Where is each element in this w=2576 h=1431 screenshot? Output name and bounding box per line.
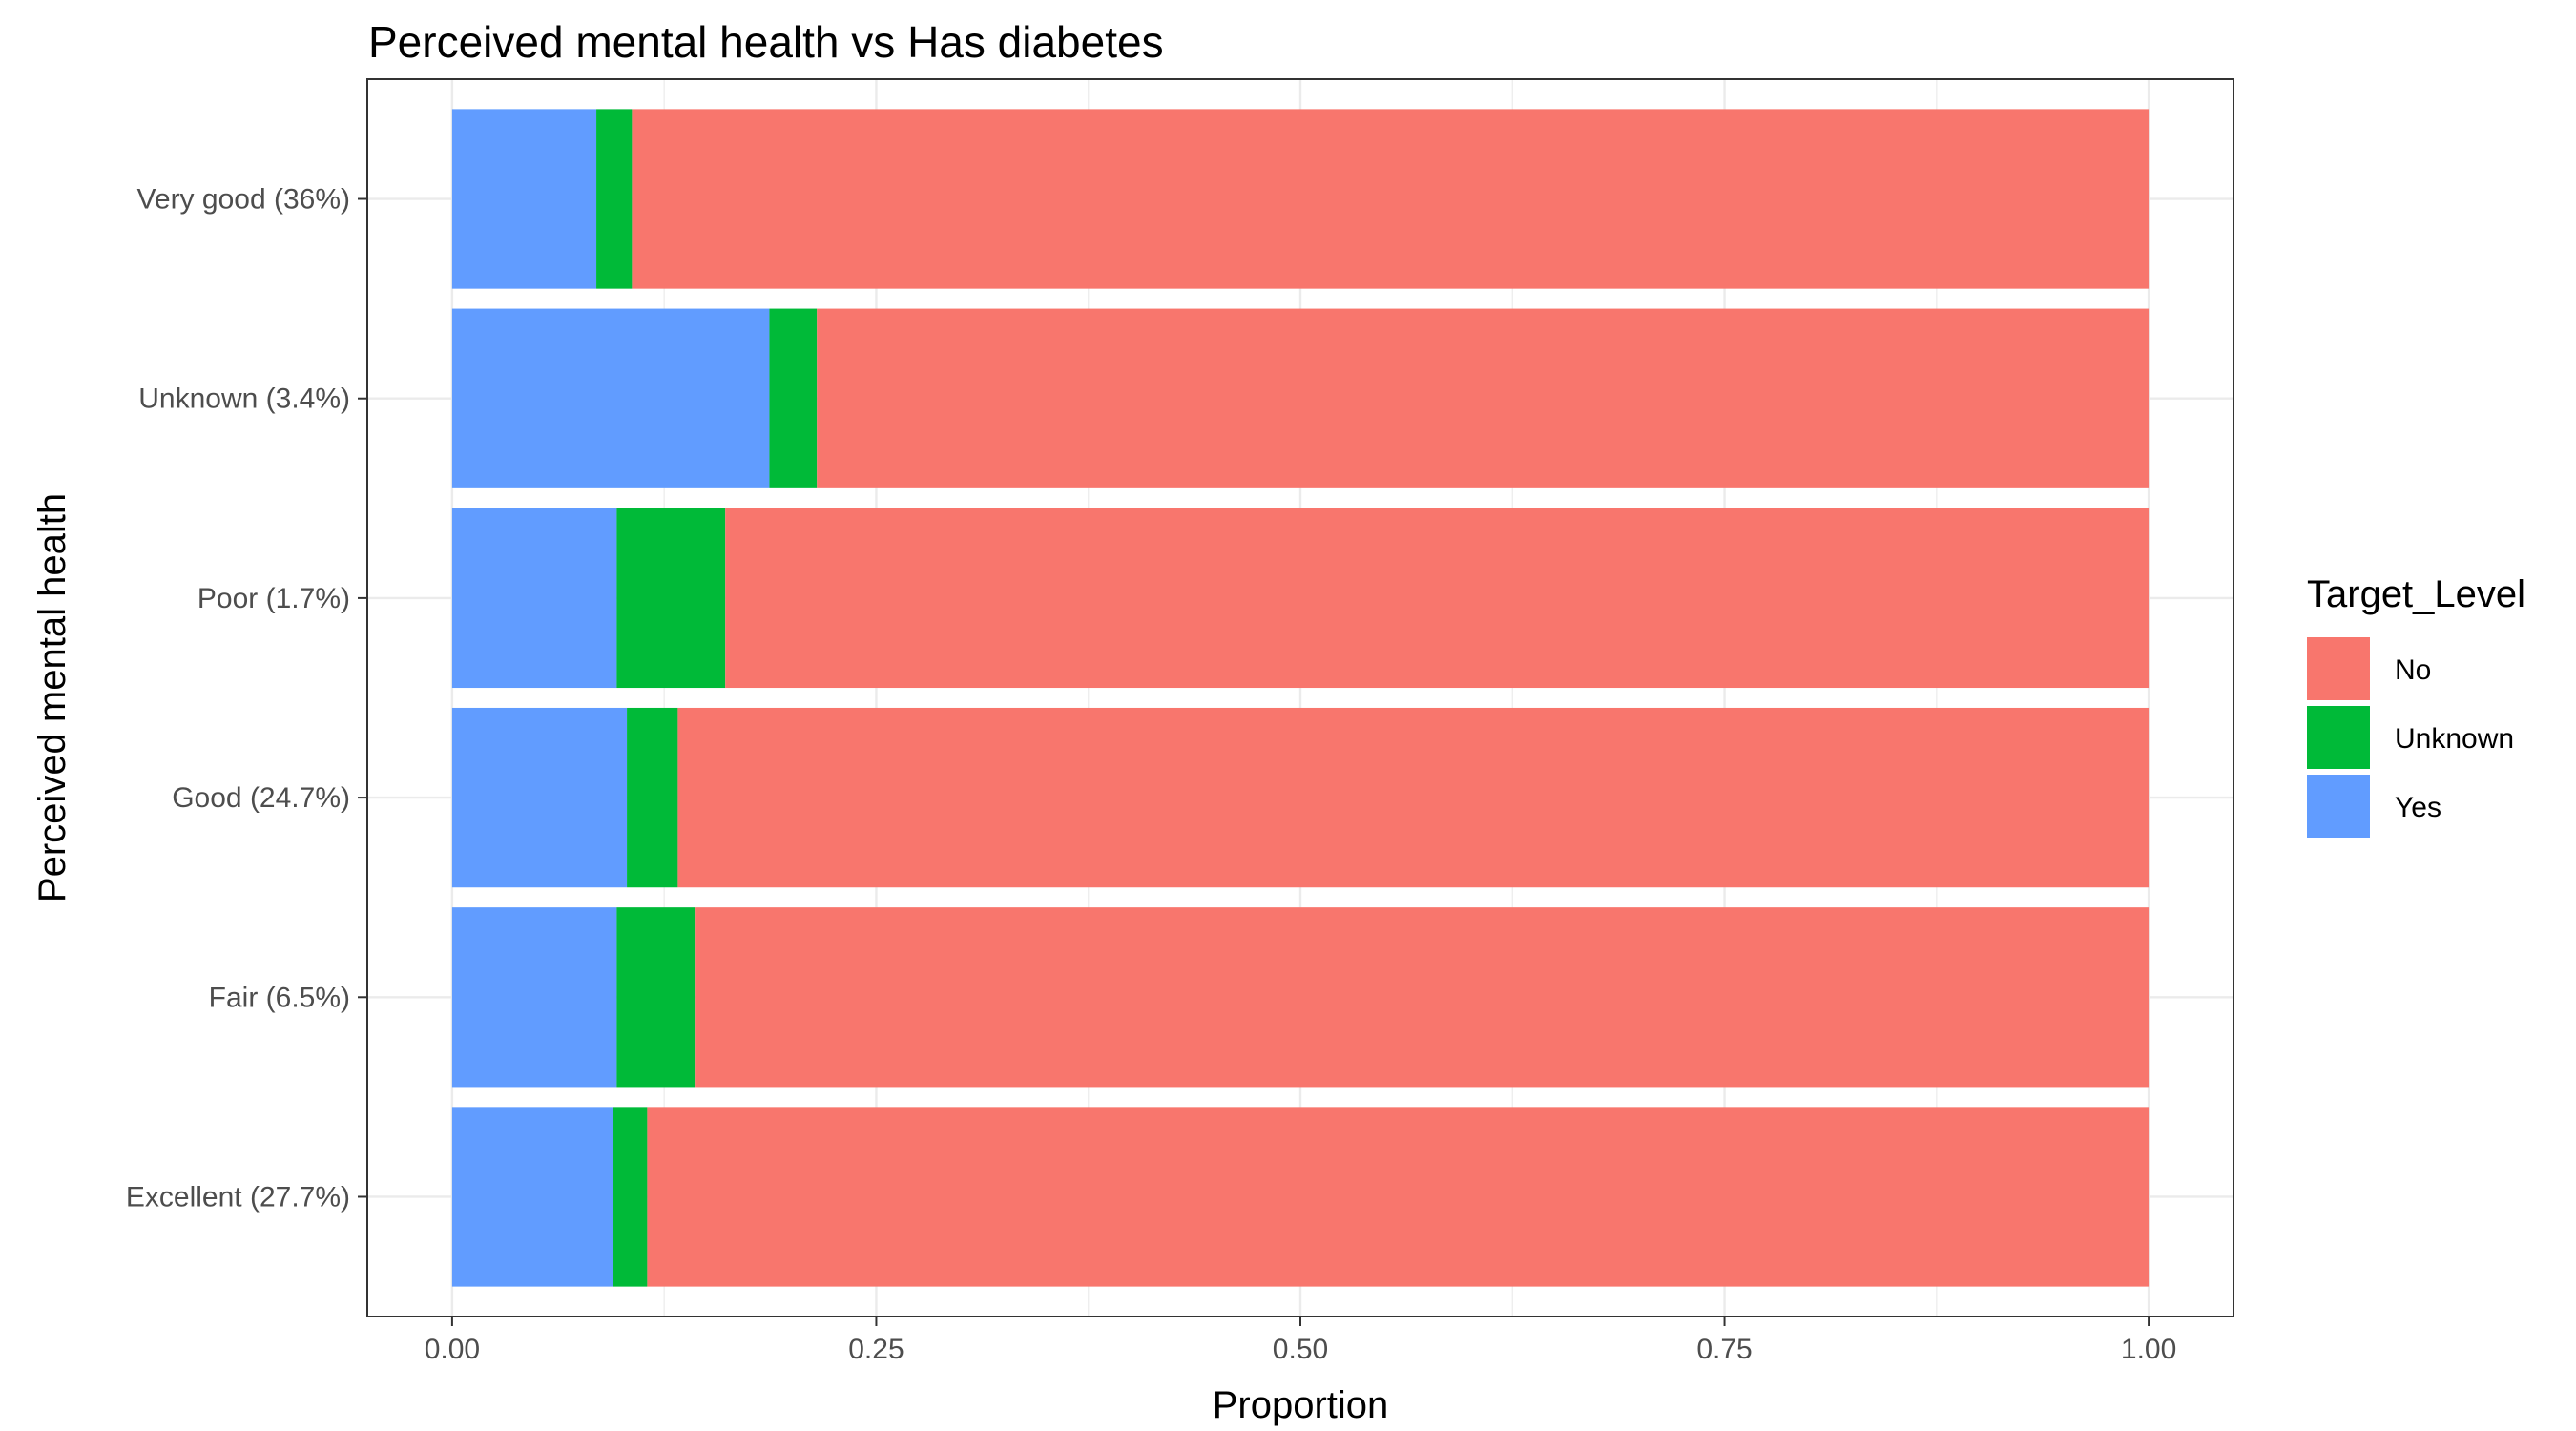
y-tick-label: Poor (1.7%) xyxy=(197,583,350,614)
y-tick-label: Very good (36%) xyxy=(137,184,350,216)
x-tick-label: 0.00 xyxy=(425,1334,480,1365)
y-axis-title: Perceived mental health xyxy=(31,493,73,902)
legend-key-no xyxy=(2307,637,2370,700)
bar-yes-3 xyxy=(451,508,617,689)
y-tick-label: Excellent (27.7%) xyxy=(126,1181,350,1213)
bar-unknown-3 xyxy=(616,508,726,689)
bar-unknown-1 xyxy=(616,907,696,1088)
x-tick-label: 0.25 xyxy=(848,1334,904,1365)
legend-label-unknown: Unknown xyxy=(2395,723,2514,755)
bar-unknown-2 xyxy=(627,707,678,888)
bar-unknown-5 xyxy=(596,109,633,289)
y-tick-label: Unknown (3.4%) xyxy=(138,384,350,415)
bar-no-1 xyxy=(695,907,2150,1088)
x-tick-label: 1.00 xyxy=(2121,1334,2176,1365)
legend-key-unknown xyxy=(2307,706,2370,769)
bar-yes-4 xyxy=(451,308,770,488)
legend-label-no: No xyxy=(2395,654,2431,686)
bar-no-2 xyxy=(677,707,2150,888)
bar-no-3 xyxy=(725,508,2150,689)
bar-no-4 xyxy=(817,308,2150,488)
bar-no-0 xyxy=(647,1107,2150,1287)
chart-title: Perceived mental health vs Has diabetes xyxy=(368,17,1164,67)
legend: Target_Level No Unknown Yes xyxy=(2307,573,2525,838)
bar-unknown-0 xyxy=(613,1107,648,1287)
bar-yes-1 xyxy=(451,907,617,1088)
bar-unknown-4 xyxy=(769,308,818,488)
bar-yes-2 xyxy=(451,707,628,888)
x-tick-label: 0.75 xyxy=(1696,1334,1752,1365)
bars xyxy=(451,109,2150,1287)
x-tick-label: 0.50 xyxy=(1273,1334,1328,1365)
legend-label-yes: Yes xyxy=(2395,792,2441,823)
y-tick-label: Fair (6.5%) xyxy=(209,982,350,1013)
y-tick-label: Good (24.7%) xyxy=(172,782,350,814)
bar-yes-5 xyxy=(451,109,597,289)
x-axis-title: Proportion xyxy=(1213,1384,1389,1426)
y-axis-ticks: Excellent (27.7%) Fair (6.5%) Good (24.7%)… xyxy=(126,184,367,1213)
legend-key-yes xyxy=(2307,775,2370,838)
x-axis-ticks: 0.00 0.25 0.50 0.75 1.00 xyxy=(425,1317,2176,1365)
legend-title: Target_Level xyxy=(2307,573,2525,615)
bar-no-5 xyxy=(632,109,2150,289)
bar-yes-0 xyxy=(451,1107,613,1287)
